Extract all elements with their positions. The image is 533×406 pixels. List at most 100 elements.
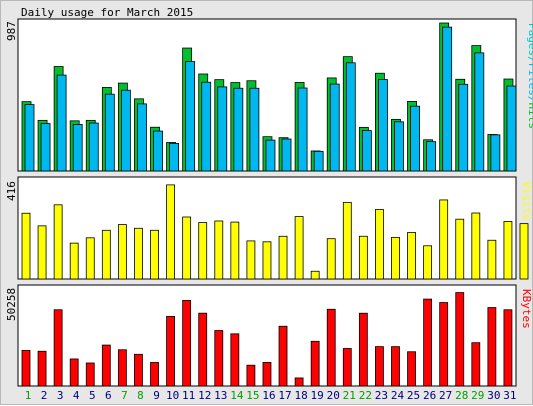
chart-title: Daily usage for March 2015 xyxy=(21,6,193,19)
files-bar xyxy=(506,85,517,172)
day-label: 11 xyxy=(182,389,195,402)
kbytes-bar xyxy=(423,298,433,387)
visits-bar xyxy=(423,245,433,280)
visits-bar xyxy=(101,229,111,280)
files-bar xyxy=(297,87,308,172)
visits-ymax-label: 416 xyxy=(5,181,18,201)
kbytes-bar xyxy=(214,330,224,387)
kbytes-bar xyxy=(310,340,320,387)
legend-hits: Hits xyxy=(526,103,533,130)
visits-bar xyxy=(198,222,208,280)
visits-bar xyxy=(69,242,79,280)
day-label: 30 xyxy=(487,389,500,402)
files-bar xyxy=(378,79,388,172)
visits-bar xyxy=(391,236,400,280)
day-label: 25 xyxy=(407,389,420,402)
day-label: 31 xyxy=(503,389,516,402)
day-label: 23 xyxy=(375,389,388,402)
day-label: 10 xyxy=(166,389,179,402)
day-label: 16 xyxy=(262,389,275,402)
visits-bar xyxy=(117,224,127,280)
kbytes-bar xyxy=(294,377,304,387)
day-label: 15 xyxy=(246,389,259,402)
day-label: 3 xyxy=(57,389,64,402)
legend-visits: Visits xyxy=(520,181,533,221)
files-bar xyxy=(233,87,244,172)
files-bar xyxy=(120,89,131,172)
kbytes-bar xyxy=(471,342,481,387)
day-label: 20 xyxy=(327,389,340,402)
visits-bar xyxy=(487,239,497,280)
visits-bar xyxy=(166,184,175,280)
day-label: 1 xyxy=(25,389,32,402)
day-label: 28 xyxy=(455,389,468,402)
kbytes-bar xyxy=(439,302,449,387)
visits-bar xyxy=(519,223,529,280)
day-label: 14 xyxy=(230,389,244,402)
kbytes-bar xyxy=(69,358,79,387)
day-label: 2 xyxy=(41,389,48,402)
files-bar xyxy=(265,139,276,172)
visits-bar xyxy=(503,221,513,280)
visits-bar xyxy=(85,237,95,280)
usage-legend: Pages/Files/Hits xyxy=(526,23,533,129)
kbytes-bar xyxy=(278,325,288,387)
files-bar xyxy=(72,123,83,172)
visits-bar xyxy=(182,216,192,280)
visits-bar xyxy=(439,199,449,280)
visits-bar xyxy=(294,216,304,280)
files-bar xyxy=(201,81,212,172)
files-bar xyxy=(442,26,453,172)
files-bar xyxy=(281,138,292,172)
visits-bar xyxy=(230,221,240,280)
visits-bar xyxy=(37,225,47,280)
files-bar xyxy=(474,52,485,172)
day-label: 17 xyxy=(278,389,291,402)
files-bar xyxy=(329,83,340,172)
legend-files: Files/ xyxy=(526,63,533,103)
files-bar xyxy=(169,143,179,172)
kbytes-bar xyxy=(246,364,256,387)
visits-bar xyxy=(278,235,288,280)
kbytes-bar xyxy=(455,292,465,387)
kbytes-bar xyxy=(21,350,31,387)
visits-bar xyxy=(134,227,143,280)
kbytes-bar xyxy=(358,312,368,387)
kbytes-bar xyxy=(182,300,192,387)
visits-bar xyxy=(262,241,272,280)
visits-bar xyxy=(246,240,256,280)
day-label: 22 xyxy=(359,389,372,402)
files-bar xyxy=(104,93,115,172)
day-label: 24 xyxy=(391,389,405,402)
files-bar xyxy=(490,134,501,172)
day-label: 8 xyxy=(137,389,144,402)
day-label: 21 xyxy=(343,389,356,402)
files-bar xyxy=(185,61,196,172)
files-bar xyxy=(153,130,163,172)
files-bar xyxy=(88,122,99,172)
usage-ymax-label: 987 xyxy=(5,21,18,41)
visits-bar xyxy=(455,218,465,280)
files-bar xyxy=(217,86,228,172)
files-bar xyxy=(345,62,356,172)
day-label: 18 xyxy=(294,389,307,402)
day-label: 19 xyxy=(311,389,324,402)
kbytes-bar xyxy=(85,362,95,387)
kbytes-bar xyxy=(262,362,272,387)
files-bar xyxy=(361,130,372,172)
visits-bar xyxy=(53,204,63,280)
files-bar xyxy=(56,74,67,172)
day-label: 29 xyxy=(471,389,484,402)
files-bar xyxy=(40,123,51,172)
day-label: 9 xyxy=(153,389,160,402)
kbytes-bar xyxy=(391,346,400,387)
kbytes-ymax-label: 50258 xyxy=(5,288,18,321)
visits-bar xyxy=(150,229,159,280)
visits-bar xyxy=(375,209,384,280)
kbytes-bar xyxy=(101,344,111,387)
kbytes-bar xyxy=(198,312,208,387)
files-bar xyxy=(394,121,404,172)
legend-kbytes: KBytes xyxy=(520,289,533,329)
